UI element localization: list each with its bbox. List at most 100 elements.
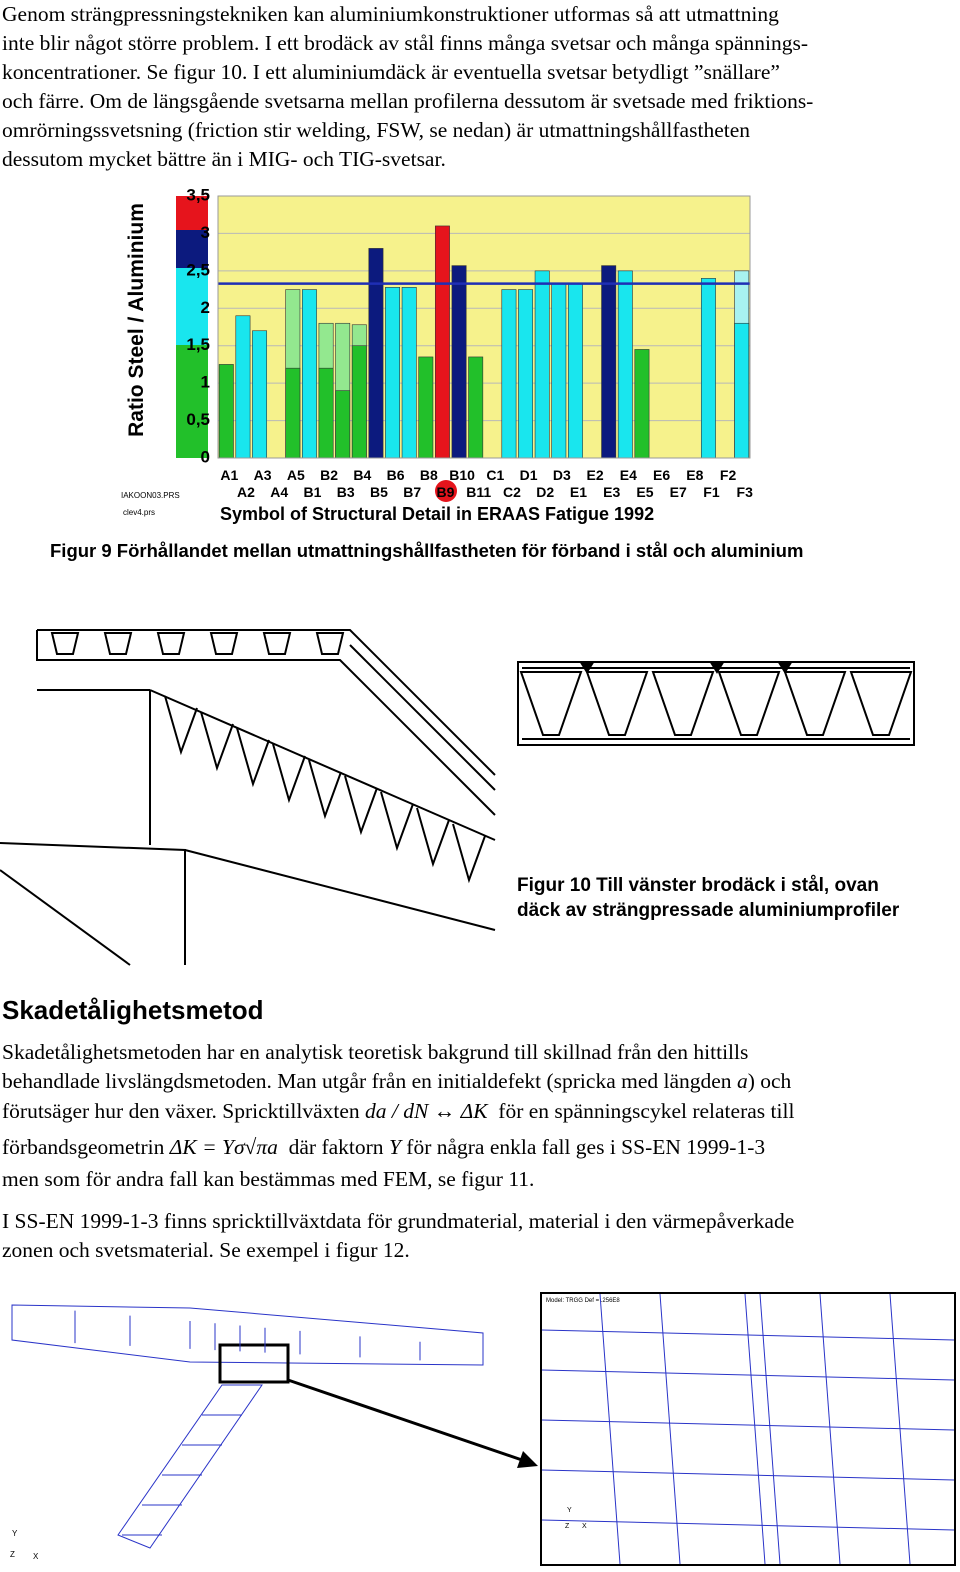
bar — [551, 283, 567, 459]
body-text: omrörningssvetsning (friction stir weldi… — [2, 118, 750, 142]
body-text-line: förutsäger hur den växer. Spricktillväxt… — [2, 1099, 794, 1123]
profile-cell — [519, 671, 583, 736]
strip-navy — [176, 230, 208, 268]
body-text-line: I SS-EN 1999-1-3 finns spricktillväxtdat… — [2, 1209, 794, 1233]
x-tick-label: D3 — [553, 467, 571, 483]
figure9-chart: 0 0,5 1 1,5 2 2,5 3 3,5 A1A2A3A4A5B1B2B3B4B5B6B7… — [121, 185, 753, 524]
bar — [218, 364, 234, 459]
text-run: ) och — [748, 1069, 792, 1093]
text-run: men som för andra fall kan bestämmas med… — [2, 1167, 534, 1191]
x-tick-label: B7 — [403, 484, 421, 500]
body-text: dessutom mycket bättre än i MIG- och TIG… — [2, 147, 446, 171]
bar — [285, 367, 301, 459]
strip-green — [176, 345, 208, 458]
axis-label: Z — [565, 1523, 570, 1530]
bar — [385, 287, 401, 459]
formula: a — [737, 1069, 748, 1093]
text-run: zonen och svetsmaterial. Se exempel i fi… — [2, 1238, 410, 1262]
stiffener — [164, 695, 198, 756]
text-run: behandlade livslängdsmetoden. Man utgår … — [2, 1069, 737, 1093]
aluminium-profile-drawing — [517, 661, 915, 746]
axis-label: Y — [567, 1507, 572, 1514]
x-tick-label: B10 — [449, 467, 475, 483]
text-run: förbandsgeometrin — [2, 1135, 170, 1159]
bar — [335, 390, 351, 459]
body-text-line: men som för andra fall kan bestämmas med… — [2, 1167, 534, 1191]
body-text-line: behandlade livslängdsmetoden. Man utgår … — [2, 1069, 792, 1093]
x-tick-label: F3 — [737, 484, 754, 500]
mesh-line — [744, 1293, 766, 1565]
x-tick-label: F2 — [720, 467, 737, 483]
mesh-lines — [74, 1310, 421, 1536]
x-tick-label: A2 — [237, 484, 255, 500]
y-tick-label: 1,5 — [186, 335, 210, 354]
y-tick-label: 0,5 — [186, 410, 210, 429]
body-text: Genom strängpressningstekniken kan alumi… — [2, 2, 779, 26]
x-tick-label: B6 — [387, 467, 405, 483]
steel-deck-drawing — [0, 629, 496, 966]
x-tick-label: D1 — [520, 467, 538, 483]
trough — [209, 632, 239, 655]
text-run: där faktorn — [278, 1135, 389, 1159]
bar — [368, 248, 384, 459]
y-tick-label: 2 — [201, 298, 210, 317]
figure10-caption: däck av strängpressade aluminiumprofiler — [517, 900, 900, 921]
bar — [401, 287, 417, 459]
text-run: för en spänningscykel relateras till — [488, 1099, 795, 1123]
file-label: clev4.prs — [123, 508, 155, 517]
profile-cell — [585, 671, 649, 736]
x-tick-label: A1 — [220, 467, 238, 483]
trough — [262, 632, 292, 655]
body-text-line: zonen och svetsmaterial. Se exempel i fi… — [2, 1238, 410, 1262]
x-tick-label: B5 — [370, 484, 388, 500]
x-tick-label: E1 — [570, 484, 587, 500]
body-text: koncentrationer. Se figur 10. I ett alum… — [2, 60, 780, 84]
x-tick-label: B1 — [303, 484, 321, 500]
stiffener — [308, 759, 342, 820]
text-run: Skadetålighetsmetoden har en analytisk t… — [2, 1040, 748, 1064]
stiffener — [272, 743, 306, 804]
mesh-line — [889, 1293, 911, 1565]
text-run: I SS-EN 1999-1-3 finns spricktillväxtdat… — [2, 1209, 794, 1233]
trough — [156, 632, 186, 655]
bar — [418, 356, 434, 459]
bar — [617, 270, 633, 459]
mesh-line — [541, 1519, 955, 1531]
x-tick-label: E2 — [587, 467, 604, 483]
x-tick-label: B2 — [320, 467, 338, 483]
y-axis-title: Ratio Steel / Aluminium — [125, 203, 148, 437]
bar — [468, 356, 484, 459]
section-heading: Skadetålighetsmetod — [2, 995, 264, 1025]
x-axis-title: Symbol of Structural Detail in ERAAS Fat… — [220, 504, 654, 524]
profile-cell — [651, 671, 715, 736]
x-tick-label: E7 — [670, 484, 687, 500]
stiffener — [380, 791, 414, 852]
mesh-lines — [541, 1293, 955, 1565]
figure10-caption: Figur 10 Till vänster brodäck i stål, ov… — [517, 875, 879, 896]
body-text-line: Skadetålighetsmetoden har en analytisk t… — [2, 1040, 748, 1064]
axis-label: X — [33, 1552, 39, 1561]
stiffener — [452, 823, 486, 884]
trough — [103, 632, 133, 655]
bar — [451, 265, 467, 459]
y-tick-label: 3,5 — [186, 185, 210, 204]
bar — [601, 265, 617, 459]
stiffener — [416, 807, 450, 868]
formula: ΔK = Yσ√πa — [169, 1135, 278, 1159]
mesh-line — [599, 1293, 621, 1565]
x-tick-label: B4 — [353, 467, 371, 483]
mesh-line — [541, 1369, 955, 1381]
body-text-line: förbandsgeometrin ΔK = Yσ√πa där faktorn… — [2, 1135, 765, 1159]
mesh-line — [759, 1293, 781, 1565]
axis-label: Y — [12, 1529, 18, 1538]
x-tick-label: A3 — [254, 467, 272, 483]
body-text: inte blir något större problem. I ett br… — [2, 31, 808, 55]
bar — [434, 225, 450, 459]
x-tick-label: B9 — [436, 484, 454, 500]
bar — [252, 330, 268, 459]
weld-mark — [778, 663, 792, 674]
model-label: Model: TRGG Def = .256E8 — [546, 1298, 620, 1304]
profile-cell — [849, 671, 913, 736]
